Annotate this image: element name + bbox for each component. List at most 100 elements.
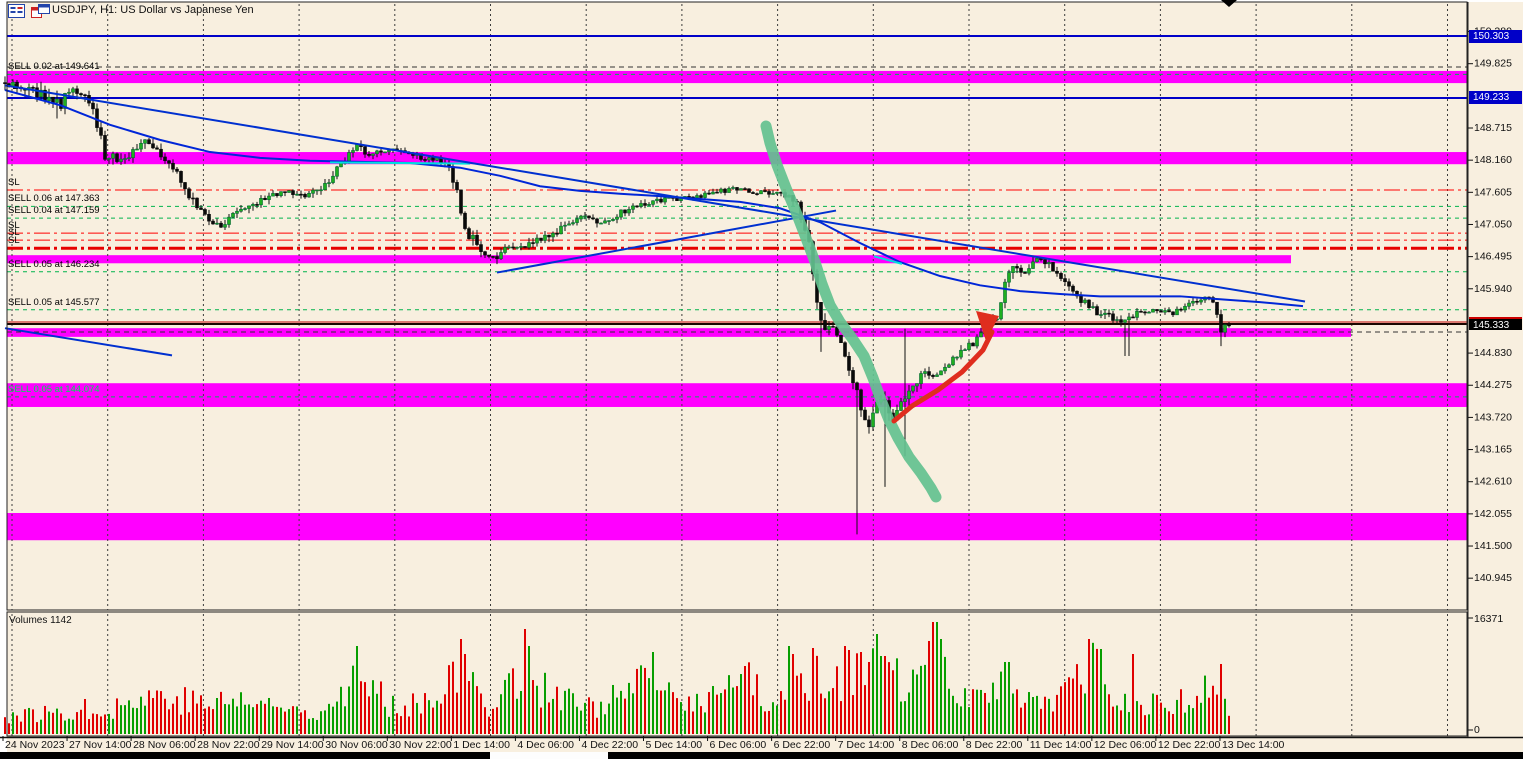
volume-bar <box>1156 694 1158 734</box>
volume-bar <box>1088 639 1090 734</box>
candle-body <box>935 374 939 377</box>
volume-bar <box>908 692 910 734</box>
candle-body <box>663 197 667 203</box>
sr-zone-band[interactable] <box>7 70 1467 84</box>
candle-body <box>1003 281 1007 303</box>
candle-body <box>1091 306 1095 308</box>
candle-body <box>271 193 275 197</box>
volume-bar <box>932 622 934 734</box>
volume-bar <box>828 691 830 734</box>
red-trend-arrow[interactable] <box>891 329 995 424</box>
candle-body <box>319 189 323 192</box>
volume-bar <box>364 682 366 734</box>
indicator-list-icon[interactable] <box>8 4 25 18</box>
candle-body <box>603 220 607 224</box>
candle-body <box>719 188 723 193</box>
volume-bar <box>1036 695 1038 734</box>
volume-bar <box>188 712 190 734</box>
volume-bar <box>796 675 798 734</box>
volume-bar <box>588 697 590 734</box>
candle-body <box>723 188 727 193</box>
volume-bar <box>520 691 522 734</box>
candle-body <box>655 198 659 202</box>
candle-body <box>1191 300 1195 304</box>
candle-body <box>167 160 171 164</box>
volume-bar <box>988 702 990 734</box>
candle-body <box>35 87 39 98</box>
candle-body <box>507 246 511 249</box>
trendline[interactable] <box>4 84 1306 303</box>
y-tick-label: 140.945 <box>1474 572 1512 584</box>
candle-body <box>239 208 243 212</box>
volume-bar <box>668 682 670 734</box>
sr-zone-band[interactable] <box>7 512 1467 541</box>
volume-bar <box>660 690 662 734</box>
volume-bar <box>496 707 498 734</box>
sr-zone-band[interactable] <box>7 383 1467 407</box>
green-marker-curve[interactable] <box>760 120 942 503</box>
volume-bar <box>384 706 386 734</box>
y-tick-label: 141.500 <box>1474 540 1512 552</box>
candle-body <box>1131 316 1135 319</box>
trendline[interactable] <box>4 327 173 357</box>
volume-bar <box>420 713 422 734</box>
scroll-to-end-icon[interactable] <box>1221 0 1237 7</box>
candle-body <box>1195 300 1199 303</box>
candle-body <box>151 143 155 149</box>
x-tick-label: 8 Dec 22:00 <box>966 739 1023 751</box>
candle-body <box>463 212 467 229</box>
volume-bar <box>280 707 282 734</box>
candle-body <box>199 207 203 210</box>
sr-zone-band[interactable] <box>7 328 1351 337</box>
candle-body <box>383 151 387 154</box>
chart-windows-icon[interactable] <box>31 4 50 18</box>
volume-bar <box>692 711 694 734</box>
volume-bar <box>376 693 378 734</box>
volume-bar <box>1152 693 1154 734</box>
taskbar-button-fragment[interactable] <box>490 752 608 759</box>
candle-body <box>499 252 503 260</box>
candle-body <box>227 216 231 225</box>
candle-body <box>747 188 751 193</box>
volume-bar <box>804 693 806 734</box>
volume-bar <box>536 685 538 734</box>
volume-bar <box>472 672 474 734</box>
volume-bar <box>784 699 786 734</box>
volume-bar <box>24 709 26 734</box>
volume-bar <box>224 704 226 734</box>
candle-body <box>1019 267 1023 273</box>
volume-bar <box>320 711 322 734</box>
candle-body <box>711 191 715 195</box>
trendline[interactable] <box>496 209 837 274</box>
candle-body <box>731 187 735 189</box>
candle-body <box>947 364 951 368</box>
candle-body <box>851 370 855 384</box>
moving-average-line[interactable] <box>4 89 1304 308</box>
volume-bar <box>1064 682 1066 734</box>
candle-body <box>1015 266 1019 269</box>
volume-bar <box>1176 699 1178 734</box>
x-tick-label: 28 Nov 22:00 <box>197 739 260 751</box>
volume-bar <box>264 703 266 734</box>
candle-body <box>675 197 679 201</box>
volume-bar <box>172 703 174 734</box>
volume-bar <box>872 648 874 734</box>
candle-body <box>911 385 915 392</box>
fast-ema-segment[interactable] <box>329 161 471 165</box>
candle-body <box>47 96 51 102</box>
volume-bar <box>196 703 198 734</box>
fast-ema-segment[interactable] <box>873 255 903 265</box>
volume-bar <box>304 710 306 734</box>
volume-bar <box>992 682 994 734</box>
candle-body <box>735 187 739 191</box>
volume-bar <box>656 690 658 734</box>
candle-body <box>1199 299 1203 303</box>
volume-bar <box>268 697 270 734</box>
volume-bar <box>348 686 350 734</box>
volume-bar <box>812 648 814 734</box>
volume-bar <box>184 687 186 734</box>
sr-zone-band[interactable] <box>7 255 1291 264</box>
candle-body <box>79 93 83 96</box>
volume-bar <box>228 704 230 734</box>
